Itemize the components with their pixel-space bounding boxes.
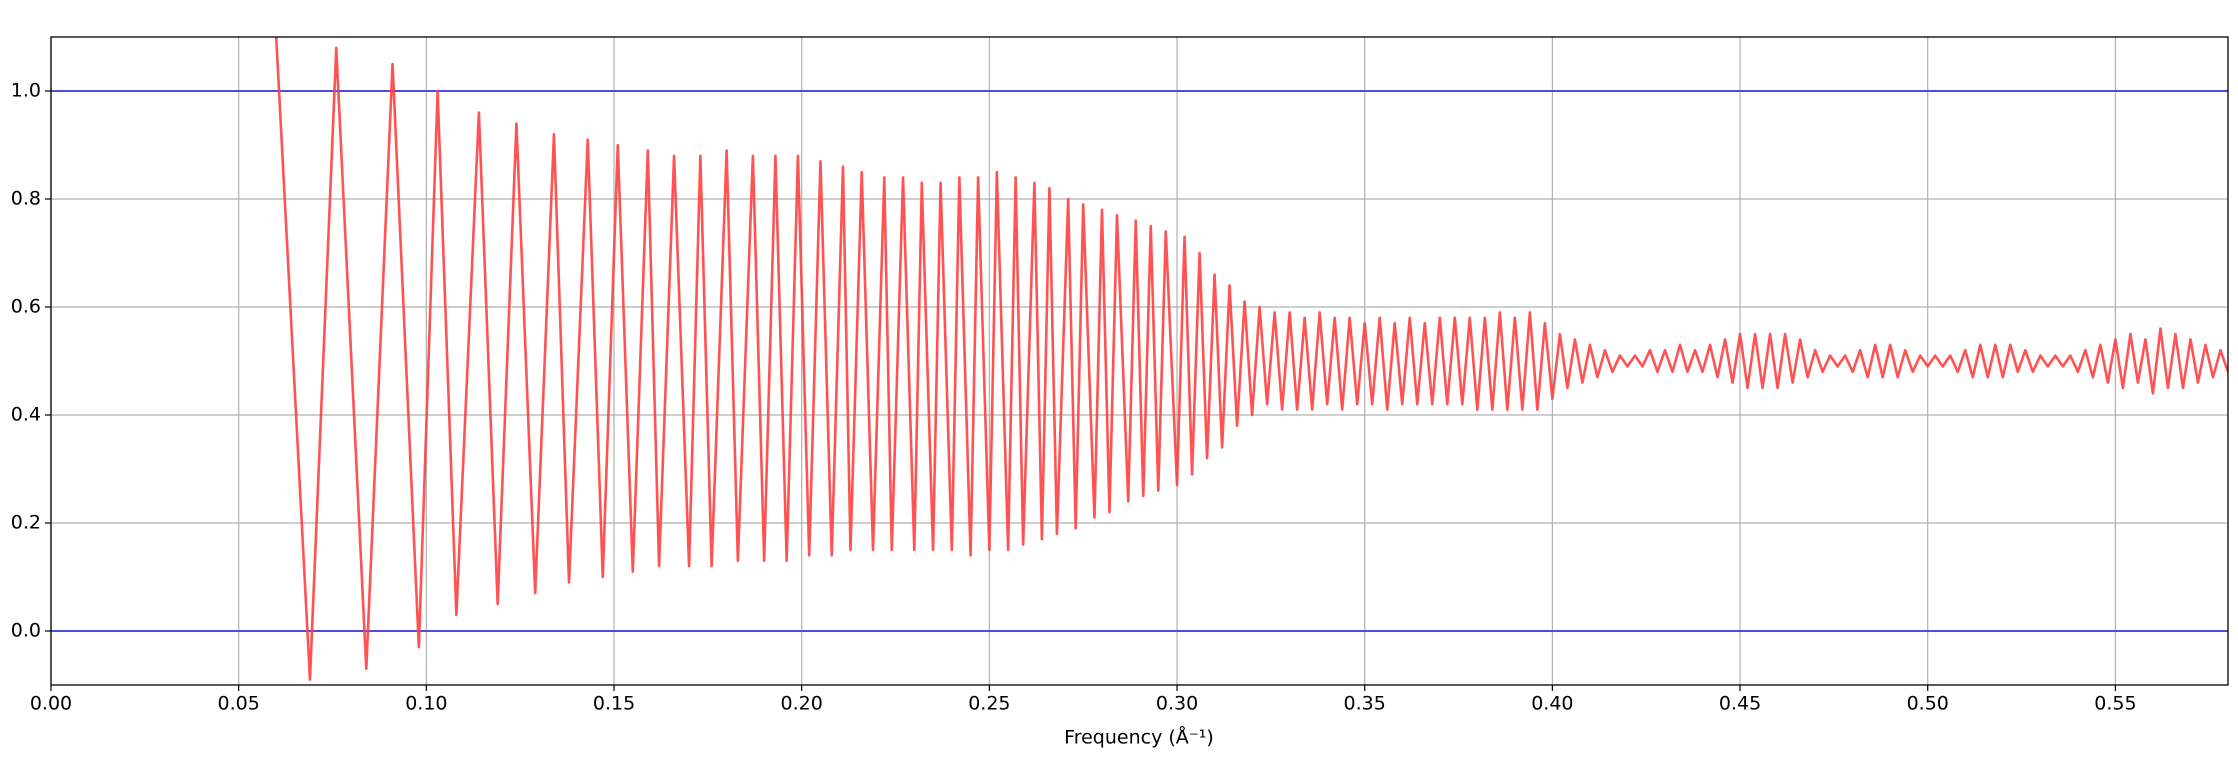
x-tick-label: 0.35 xyxy=(1344,693,1386,715)
x-tick-label: 0.05 xyxy=(218,693,260,715)
x-axis-label: Frequency (Å⁻¹) xyxy=(1064,726,1214,749)
x-tick-label: 0.50 xyxy=(1907,693,1949,715)
y-tick-label: 0.6 xyxy=(11,296,41,318)
y-tick-label: 0.8 xyxy=(11,188,41,210)
x-tick-label: 0.45 xyxy=(1719,693,1761,715)
x-tick-label: 0.55 xyxy=(2094,693,2136,715)
plot-frame xyxy=(50,36,2229,686)
x-tick-label: 0.20 xyxy=(781,693,823,715)
x-tick-label: 0.00 xyxy=(30,693,72,715)
x-tick-label: 0.25 xyxy=(968,693,1010,715)
x-tick-label: 0.40 xyxy=(1531,693,1573,715)
x-tick-label: 0.30 xyxy=(1156,693,1198,715)
x-tick-label: 0.15 xyxy=(593,693,635,715)
y-tick-label: 1.0 xyxy=(11,80,41,102)
y-tick-label: 0.2 xyxy=(11,512,41,534)
data-line xyxy=(274,37,2228,681)
x-tick-label: 0.10 xyxy=(405,693,447,715)
y-tick-label: 0.4 xyxy=(11,404,41,426)
y-tick-label: 0.0 xyxy=(11,620,41,642)
